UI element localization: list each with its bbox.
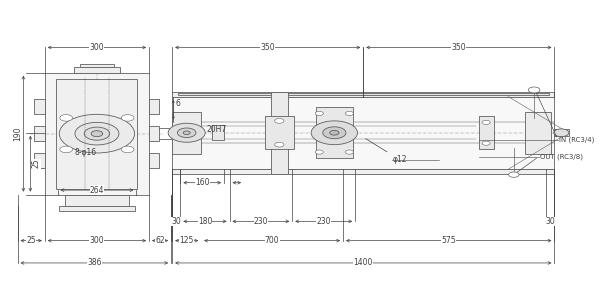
Bar <box>149 100 160 114</box>
Text: 20H7: 20H7 <box>206 125 227 134</box>
Bar <box>34 126 45 141</box>
Bar <box>172 92 554 97</box>
Bar <box>271 92 288 174</box>
Bar <box>56 79 137 189</box>
Bar <box>74 67 120 73</box>
Bar <box>45 73 149 195</box>
Text: 1400: 1400 <box>353 258 373 267</box>
Text: 190: 190 <box>13 126 22 141</box>
Circle shape <box>91 131 103 137</box>
Circle shape <box>315 150 323 154</box>
Circle shape <box>330 130 339 135</box>
Circle shape <box>183 131 190 134</box>
Bar <box>316 107 353 158</box>
Circle shape <box>275 142 284 147</box>
Bar <box>526 112 551 154</box>
Text: 350: 350 <box>452 43 466 52</box>
Circle shape <box>178 128 196 137</box>
Circle shape <box>554 129 569 136</box>
Bar <box>34 153 45 168</box>
Circle shape <box>60 115 73 121</box>
Circle shape <box>529 87 540 93</box>
Circle shape <box>59 114 134 153</box>
Text: 6: 6 <box>175 99 180 108</box>
Circle shape <box>84 127 110 140</box>
Text: 30: 30 <box>172 217 181 226</box>
Text: IN (RC3/4): IN (RC3/4) <box>559 136 595 143</box>
Text: 230: 230 <box>316 217 331 226</box>
Text: 264: 264 <box>89 186 104 195</box>
Bar <box>172 169 554 174</box>
Bar <box>479 116 494 149</box>
Circle shape <box>168 123 205 142</box>
Circle shape <box>315 111 323 116</box>
Text: 8-φ16: 8-φ16 <box>74 148 97 158</box>
Circle shape <box>121 115 134 121</box>
Bar <box>212 125 224 140</box>
Circle shape <box>75 122 119 145</box>
Bar <box>149 126 160 141</box>
Bar <box>178 93 548 95</box>
Text: 62: 62 <box>155 236 165 245</box>
Circle shape <box>482 120 490 124</box>
Text: OUT (RC3/8): OUT (RC3/8) <box>540 153 583 160</box>
Text: 125: 125 <box>179 236 194 245</box>
Circle shape <box>121 146 134 153</box>
Text: 300: 300 <box>89 236 104 245</box>
Bar <box>80 64 115 67</box>
Text: 25: 25 <box>26 236 36 245</box>
Text: 700: 700 <box>265 236 280 245</box>
Circle shape <box>346 111 353 116</box>
Circle shape <box>275 118 284 123</box>
Bar <box>149 153 160 168</box>
Bar <box>172 112 201 154</box>
Bar <box>59 206 134 211</box>
Text: 160: 160 <box>195 178 209 187</box>
Bar <box>65 195 129 206</box>
Text: 350: 350 <box>260 43 275 52</box>
Circle shape <box>346 150 353 154</box>
Circle shape <box>482 141 490 145</box>
Text: 575: 575 <box>442 236 456 245</box>
Bar <box>265 116 294 149</box>
Text: 180: 180 <box>198 217 212 226</box>
Text: 25: 25 <box>32 159 41 169</box>
Circle shape <box>509 172 519 177</box>
Circle shape <box>323 127 346 139</box>
Text: 386: 386 <box>87 258 101 267</box>
Circle shape <box>311 121 358 145</box>
Text: 300: 300 <box>89 43 104 52</box>
Text: φ12: φ12 <box>365 139 407 164</box>
Circle shape <box>60 146 73 153</box>
Bar <box>554 129 569 136</box>
Bar <box>34 100 45 114</box>
Text: 230: 230 <box>254 217 268 226</box>
Bar <box>172 97 554 169</box>
Text: 30: 30 <box>545 217 555 226</box>
